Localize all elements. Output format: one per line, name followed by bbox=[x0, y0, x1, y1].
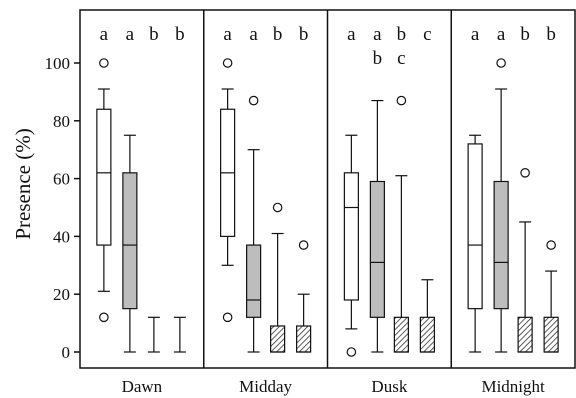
box-body bbox=[467, 143, 483, 310]
box-body bbox=[96, 108, 112, 246]
significance-letter: b bbox=[397, 24, 407, 45]
box-body bbox=[493, 180, 509, 310]
significance-letter: a bbox=[249, 24, 258, 45]
box-body bbox=[246, 244, 262, 318]
significance-letter: b bbox=[149, 24, 159, 45]
x-tick-label: Dusk bbox=[371, 377, 407, 396]
box-body bbox=[122, 172, 138, 310]
outlier-point bbox=[298, 240, 309, 250]
significance-letter: b bbox=[175, 24, 185, 45]
y-axis-label: Presence (%) bbox=[11, 128, 35, 239]
box-2 bbox=[122, 134, 138, 353]
box-body bbox=[393, 316, 409, 353]
box-body bbox=[296, 325, 312, 353]
box-4 bbox=[296, 240, 312, 353]
y-tick-label: 100 bbox=[45, 54, 71, 73]
significance-letter: a bbox=[471, 24, 480, 45]
outlier-point bbox=[248, 95, 259, 106]
outlier-point bbox=[272, 202, 283, 213]
outlier-point bbox=[520, 168, 530, 178]
box-3 bbox=[270, 202, 286, 353]
box-1 bbox=[343, 134, 359, 357]
x-tick-label: Dawn bbox=[122, 377, 163, 396]
box-body bbox=[419, 316, 435, 353]
x-tick-label: Midnight bbox=[481, 377, 545, 396]
outlier-point bbox=[222, 58, 233, 68]
significance-letter: a bbox=[347, 24, 356, 45]
box-3 bbox=[517, 168, 533, 353]
box-4 bbox=[543, 240, 559, 353]
box-1 bbox=[467, 134, 483, 353]
outlier-point bbox=[99, 312, 109, 323]
significance-letter: a bbox=[126, 24, 135, 45]
box-body bbox=[343, 172, 359, 301]
outlier-point bbox=[546, 240, 556, 250]
box-1 bbox=[96, 58, 112, 323]
outlier-point bbox=[496, 58, 506, 68]
outlier-point bbox=[396, 95, 407, 106]
significance-letter: b bbox=[546, 24, 556, 45]
significance-letter: b bbox=[299, 24, 309, 45]
significance-letter: a bbox=[223, 24, 232, 45]
y-tick-label: 80 bbox=[53, 112, 70, 131]
box-2 bbox=[369, 99, 385, 353]
y-tick-label: 40 bbox=[53, 227, 70, 246]
box-body bbox=[517, 316, 533, 353]
box-2 bbox=[246, 95, 262, 353]
significance-letter: a bbox=[497, 24, 506, 45]
box-body bbox=[543, 316, 559, 353]
significance-letter: b bbox=[273, 24, 283, 45]
y-tick-label: 20 bbox=[53, 285, 70, 304]
outlier-point bbox=[346, 347, 357, 357]
box-body bbox=[270, 325, 286, 353]
significance-letter: b bbox=[520, 24, 530, 45]
box-3 bbox=[393, 95, 409, 353]
box-1 bbox=[220, 58, 236, 323]
significance-letter: a bbox=[100, 24, 109, 45]
box-4 bbox=[173, 316, 186, 353]
significance-letter: c bbox=[397, 48, 405, 69]
significance-letter: a bbox=[373, 24, 382, 45]
box-3 bbox=[147, 316, 160, 353]
y-tick-label: 60 bbox=[53, 170, 70, 189]
y-tick-label: 0 bbox=[62, 343, 71, 362]
box-body bbox=[369, 180, 385, 318]
significance-letter: c bbox=[423, 24, 431, 45]
box-4 bbox=[419, 279, 435, 353]
outlier-point bbox=[99, 58, 109, 68]
box-2 bbox=[493, 58, 509, 353]
x-tick-label: Midday bbox=[239, 377, 292, 396]
outlier-point bbox=[222, 312, 233, 323]
significance-letter: b bbox=[373, 48, 383, 69]
